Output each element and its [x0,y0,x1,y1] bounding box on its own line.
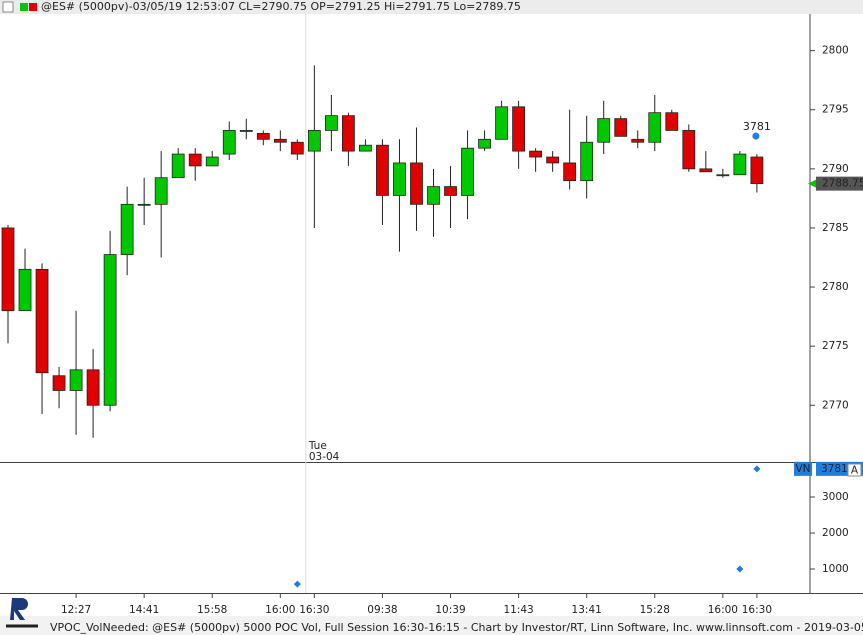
candle-body [341,115,355,152]
point [736,565,744,573]
x-tick-label: 12:27 [61,604,91,616]
x-tick-label: 11:43 [503,604,533,616]
title-bar [0,0,863,14]
candle-body [444,186,457,196]
candle-body [461,147,474,196]
y-tick-label: 2800 [822,45,849,57]
candle-body [137,203,151,206]
candle-body [427,186,440,205]
candle-body [171,153,185,179]
pane-button[interactable] [847,463,862,477]
candle-body [750,156,764,185]
candle-body [188,153,202,167]
annotation-marker [752,132,760,140]
candle-body [495,106,508,140]
candle-body [256,132,270,140]
x-tick-label: 16:00 [265,604,295,616]
candle-body [69,369,83,391]
candle-body [18,268,32,312]
icon [29,3,37,11]
candle-body [35,268,49,374]
y-tick-label: 2785 [822,222,849,234]
candle-body [393,162,406,196]
candle-body [307,130,321,152]
icon [20,3,28,11]
candle-body [86,369,100,406]
candle-body [529,150,543,158]
candle-body [103,254,117,406]
footer-bar [0,616,863,635]
candle-body [376,144,389,196]
x-tick-label: 15:28 [640,604,670,616]
last-price-label: 2788.75 [822,178,863,190]
value-label: 3781 [821,463,848,475]
candle-body [273,138,287,143]
x-tick-label: 14:41 [129,604,159,616]
annotation: 3781 [743,120,771,133]
candle-body [733,153,747,176]
icon [2,1,14,13]
candle-body [699,168,713,173]
y-tick-label: 1000 [822,563,849,575]
y-tick-label: 2795 [822,104,849,116]
candle-body [597,118,611,143]
x-tick-label: 10:39 [435,604,465,616]
chart-title: @ES# (5000pv)-03/05/19 12:53:07 CL=2790.… [41,0,521,13]
candle-body [665,112,679,131]
y-tick-label: 2780 [822,281,849,293]
legend-label: VN [795,463,810,475]
candle-body [324,115,338,131]
candle-body [580,141,594,182]
y-tick-label: 3000 [822,491,849,503]
candle-body [359,144,372,152]
legend-box [794,461,812,476]
candle-body [546,156,560,164]
candle-body [614,118,628,137]
point [293,580,301,588]
pane-button-label[interactable]: A [851,465,859,477]
candle-body [290,141,304,155]
x-tick-label: 16:30 [299,604,329,616]
candle-body [563,162,577,182]
candle-body [512,106,525,152]
last-price-box [816,176,863,191]
footer: VPOC_VolNeeded: @ES# (5000pv) 5000 POC V… [50,621,863,634]
y-tick-label: 2770 [822,399,849,411]
y-tick-label: 2790 [822,163,849,175]
session-date: 03-04 [309,451,340,463]
candle-body [631,138,645,143]
x-tick-label: 16:00 [708,604,738,616]
y-tick-label: 2000 [822,527,849,539]
candle-body [52,375,66,391]
last-price-arrow [808,179,816,188]
x-tick-label: 13:41 [572,604,602,616]
session-day: Tue [308,440,327,452]
x-tick-label: 16:30 [742,604,772,616]
candle-body [239,130,253,132]
candle-body [410,162,423,205]
candle-body [222,130,236,155]
candle-body [682,130,696,170]
candle-body [154,177,168,205]
point [753,465,761,473]
candle-body [716,174,730,177]
logo [6,598,38,628]
candle-body [205,156,219,167]
candle-body [120,203,134,255]
candle-body [648,112,662,143]
y-tick-label: 2775 [822,340,849,352]
candle-body [1,227,15,312]
candle-body [478,138,491,149]
x-tick-label: 09:38 [367,604,397,616]
x-tick-label: 15:58 [197,604,227,616]
